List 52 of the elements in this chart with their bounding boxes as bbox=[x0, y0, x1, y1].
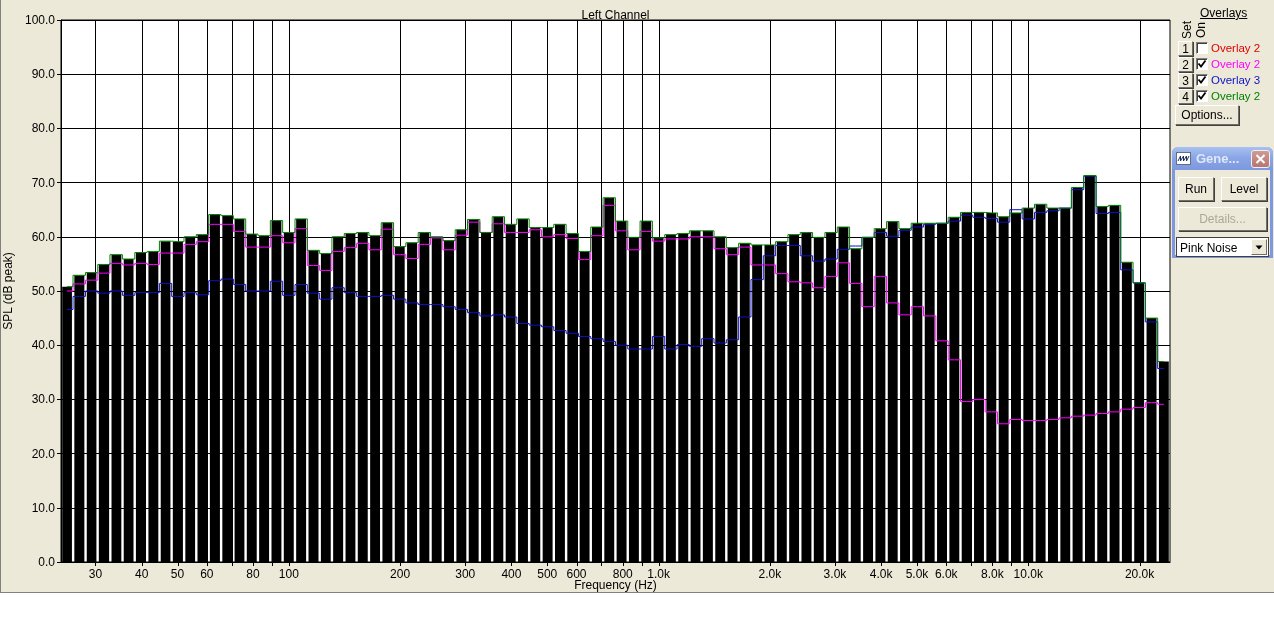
y-tick-label: 0.0 bbox=[38, 555, 56, 569]
x-tick-label: 20.0k bbox=[1124, 567, 1156, 581]
dropdown: Pink Noise bbox=[1176, 237, 1269, 257]
y-tick-label: 70.0 bbox=[31, 175, 56, 190]
y-tick-label: 100.0 bbox=[24, 13, 56, 27]
x-tick-label: 80 bbox=[246, 567, 260, 581]
x-tick-label: 5.0k bbox=[905, 567, 930, 581]
x-tick-label: 40 bbox=[135, 567, 149, 581]
y-tick-label: 50.0 bbox=[31, 284, 56, 298]
chart-title: Left Channel bbox=[581, 8, 650, 22]
x-tick-label: 4.0k bbox=[869, 567, 894, 581]
text: Overlay 2 bbox=[1211, 90, 1261, 103]
button: 3 bbox=[1178, 73, 1193, 88]
x-tick-label: 400 bbox=[501, 567, 522, 581]
x-tick-label: 200 bbox=[390, 567, 411, 581]
legend-title: Overlays bbox=[1200, 6, 1248, 20]
x-tick-label: 2.0k bbox=[758, 567, 783, 581]
button: Details... bbox=[1178, 207, 1267, 231]
button: 4 bbox=[1178, 89, 1193, 104]
x-tick-label: 50 bbox=[170, 567, 185, 581]
y-tick-label: 40.0 bbox=[31, 338, 56, 353]
title-bar: Gene... bbox=[1172, 147, 1273, 170]
x-tick-label: 800 bbox=[612, 567, 634, 581]
button: Options... bbox=[1175, 105, 1239, 125]
y-tick-label: 30.0 bbox=[31, 392, 56, 407]
x-tick-label: 300 bbox=[455, 567, 476, 581]
x-tick-label: 6.0k bbox=[934, 567, 959, 581]
button: Level bbox=[1221, 177, 1267, 201]
button: 2 bbox=[1178, 57, 1193, 72]
text: Overlay 2 bbox=[1211, 58, 1261, 71]
x-tick-label: 1.0k bbox=[647, 567, 671, 581]
y-tick-label: 80.0 bbox=[31, 121, 56, 136]
y-tick-label: 10.0 bbox=[31, 500, 56, 515]
y-tick-label: 60.0 bbox=[31, 229, 56, 244]
x-tick-label: 600 bbox=[566, 567, 587, 581]
y-tick-label: 20.0 bbox=[31, 446, 56, 461]
x-tick-label: 10.0k bbox=[1013, 567, 1044, 581]
x-tick-label: 8.0k bbox=[981, 567, 1005, 581]
button: 1 bbox=[1178, 41, 1193, 56]
y-axis-title: SPL (dB peak) bbox=[1, 252, 16, 330]
x-tick-label: 500 bbox=[537, 567, 558, 581]
x-tick-label: 3.0k bbox=[823, 567, 848, 581]
text: On bbox=[1194, 21, 1208, 40]
x-axis-title: Frequency (Hz) bbox=[574, 578, 657, 592]
text: Overlay 2 bbox=[1211, 42, 1261, 55]
x-tick-label: 100 bbox=[278, 567, 300, 581]
button: Run bbox=[1178, 177, 1214, 201]
y-tick-label: 90.0 bbox=[31, 67, 56, 82]
text: Set bbox=[1180, 20, 1194, 40]
x-tick-label: 60 bbox=[200, 567, 214, 581]
x-tick-label: 30 bbox=[88, 567, 103, 581]
text: Overlay 3 bbox=[1211, 74, 1261, 87]
